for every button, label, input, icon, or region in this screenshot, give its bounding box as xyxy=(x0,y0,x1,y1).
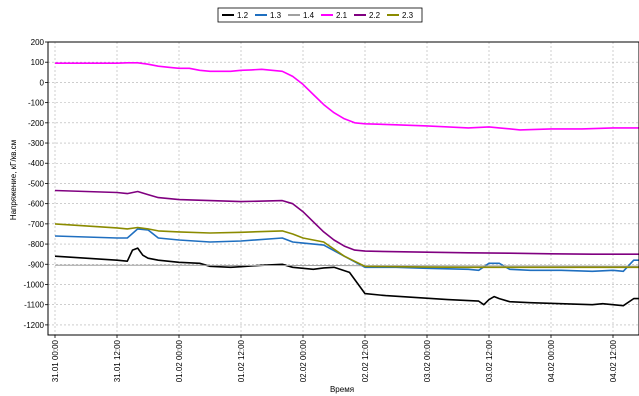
y-tick-label: -100 xyxy=(28,99,45,108)
x-tick-label: 04.02 12:00 xyxy=(609,339,618,382)
y-tick-label: -200 xyxy=(28,119,45,128)
legend-label-2-3: 2.3 xyxy=(402,11,414,20)
series-line-2-1 xyxy=(55,61,639,131)
x-tick-label: 02.02 00:00 xyxy=(299,339,308,382)
legend-label-2-2: 2.2 xyxy=(369,11,381,20)
axes: 200 100 0 -100 -200 -300 -400 -500 -600 -700 -800 -… xyxy=(24,38,639,382)
legend-label-1-2: 1.2 xyxy=(237,11,249,20)
y-tick-label: 200 xyxy=(31,38,45,47)
x-tick-label: 03.02 00:00 xyxy=(423,339,432,382)
y-tick-label: -1000 xyxy=(24,280,45,289)
x-tick-label: 03.02 12:00 xyxy=(485,339,494,382)
y-tick-label: -700 xyxy=(28,220,45,229)
series-layer xyxy=(54,61,639,307)
x-tick-label: 04.02 00:00 xyxy=(547,339,556,382)
x-tick-label: 01.02 00:00 xyxy=(175,339,184,382)
x-tick-label: 01.02 12:00 xyxy=(237,339,246,382)
y-tick-label: -600 xyxy=(28,200,45,209)
y-tick-label: -800 xyxy=(28,240,45,249)
y-tick-label: -300 xyxy=(28,139,45,148)
y-tick-label: 0 xyxy=(40,78,45,87)
x-tick-label: 02.02 12:00 xyxy=(361,339,370,382)
legend-box xyxy=(217,7,423,23)
y-axis-title: Напряжение, кГ/кв.см xyxy=(9,140,18,220)
series-line-1-2 xyxy=(54,247,639,307)
series-line-2-2 xyxy=(54,189,639,255)
x-axis-title: Время xyxy=(330,385,354,394)
y-tick-label: 100 xyxy=(31,58,45,67)
legend-label-1-4: 1.4 xyxy=(303,11,315,20)
legend-label-2-1: 2.1 xyxy=(336,11,348,20)
series-line-2-3 xyxy=(54,223,639,269)
series-line-1-4 xyxy=(55,264,639,267)
y-tick-label: -1200 xyxy=(24,321,45,330)
y-tick-label: -900 xyxy=(28,260,45,269)
y-tick-label: -400 xyxy=(28,159,45,168)
y-tick-label: -500 xyxy=(28,179,45,188)
x-tick-label: 31.01 12:00 xyxy=(113,339,122,382)
y-tick-label: -1100 xyxy=(24,301,44,310)
x-tick-label: 31.01 00:00 xyxy=(51,339,60,382)
legend-label-1-3: 1.3 xyxy=(270,11,282,20)
legend: 1.2 1.3 1.4 2.1 2.2 2.3 xyxy=(217,7,423,23)
plot-frame xyxy=(47,41,639,336)
grid xyxy=(48,41,639,335)
